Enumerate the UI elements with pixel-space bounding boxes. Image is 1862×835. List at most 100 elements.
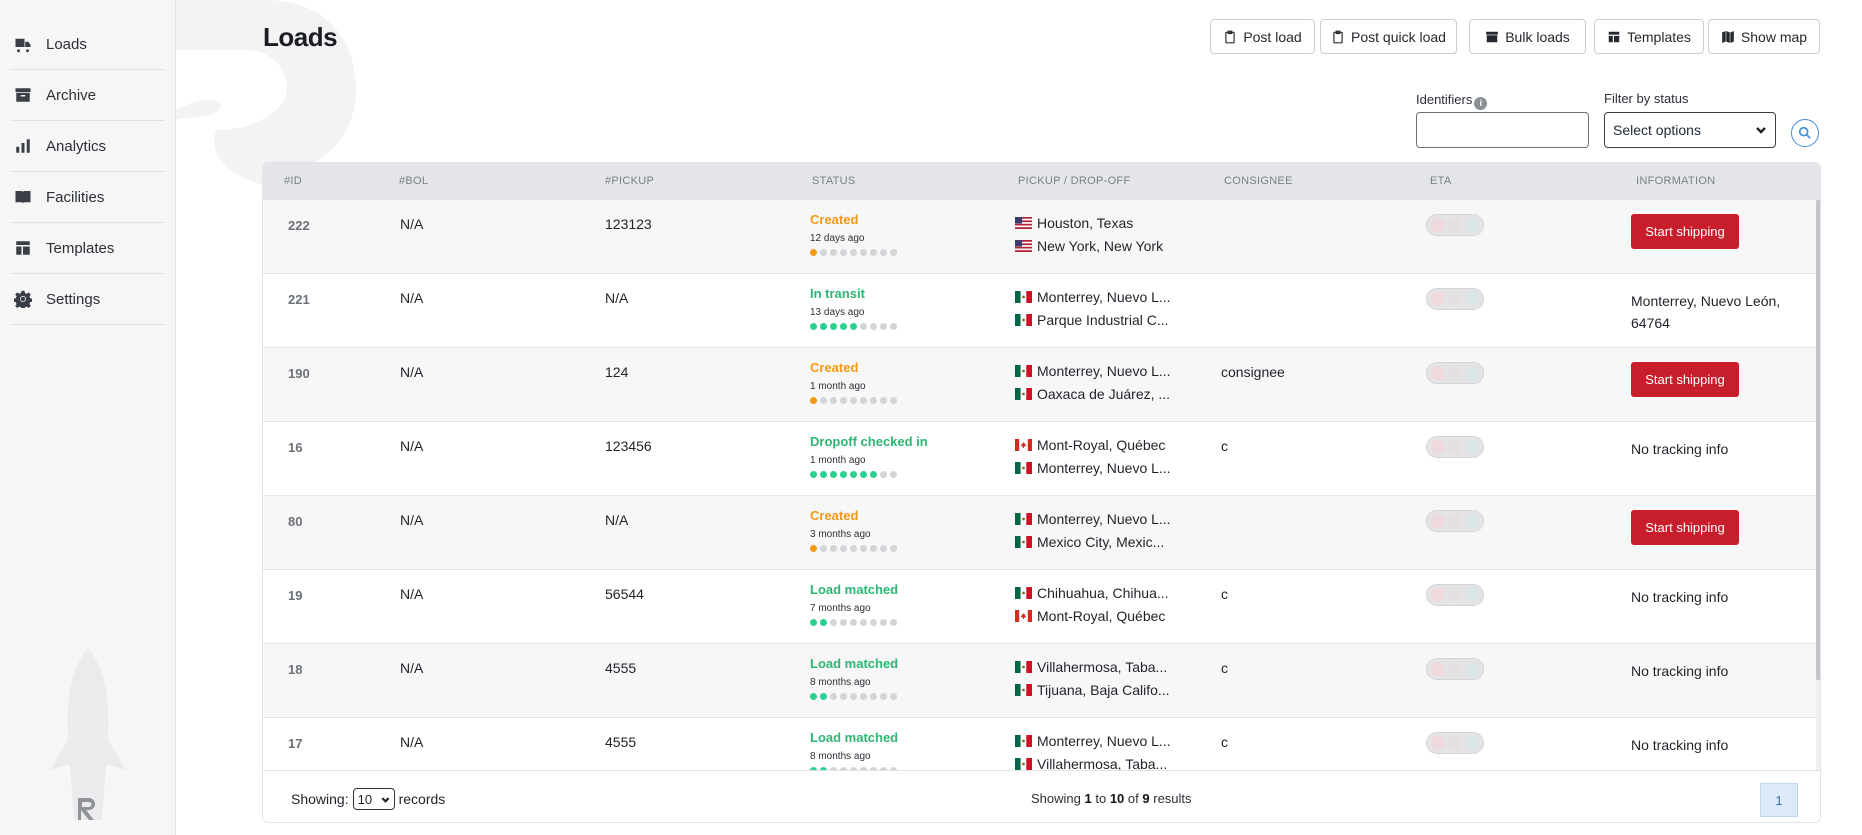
sidebar-item-label: Archive [46,86,97,104]
bol-value: N/A [400,290,424,306]
consignee-value: c [1221,438,1228,454]
progress-dot [850,767,857,770]
progress-dot [880,249,887,256]
sidebar-item-archive[interactable]: Archive [10,70,165,121]
column-header-id[interactable]: #ID [284,175,303,187]
scrollbar-thumb[interactable] [1816,200,1820,680]
table-row[interactable]: 16 N/A 123456 Dropoff checked in 1 month ago… [263,422,1816,496]
bulk-loads-button[interactable]: Bulk loads [1469,19,1586,54]
progress-dot [820,767,827,770]
load-id[interactable]: 221 [288,292,310,307]
bol-value: N/A [400,364,424,380]
eta-indicator [1426,288,1484,310]
table-row[interactable]: 19 N/A 56544 Load matched 7 months ago Chihua… [263,570,1816,644]
pickup-location: Houston, Texas [1015,215,1133,231]
status-filter-select[interactable]: Select options [1604,112,1776,148]
progress-dot [850,397,857,404]
progress-indicator [810,619,897,626]
show-map-button[interactable]: Show map [1708,19,1820,54]
table-row[interactable]: 222 N/A 123123 Created 12 days ago Houston, T… [263,200,1816,274]
progress-dot [830,693,837,700]
load-id[interactable]: 190 [288,366,310,381]
status-time: 7 months ago [810,603,871,614]
start-shipping-button[interactable]: Start shipping [1631,510,1739,545]
progress-dot [870,545,877,552]
table-row[interactable]: 190 N/A 124 Created 1 month ago Monterrey, Nu… [263,348,1816,422]
dropoff-location: Mexico City, Mexic... [1015,534,1164,550]
progress-dot [860,767,867,770]
pagination-page-1[interactable]: 1 [1760,783,1798,817]
sidebar-item-loads[interactable]: Loads [10,19,165,70]
sidebar-item-analytics[interactable]: Analytics [10,121,165,172]
page-size-select[interactable]: 10 [352,788,395,810]
progress-dot [810,545,817,552]
progress-dot [840,545,847,552]
mx-flag-icon [1015,536,1032,548]
progress-dot [820,545,827,552]
load-id[interactable]: 17 [288,736,303,751]
progress-dot [880,693,887,700]
sidebar-item-templates[interactable]: Templates [10,223,165,274]
identifiers-input[interactable] [1416,112,1589,148]
progress-dot [850,471,857,478]
progress-dot [820,323,827,330]
dropoff-location: Villahermosa, Taba... [1015,756,1167,770]
table-row[interactable]: 80 N/A N/A Created 3 months ago Monterrey, Nu… [263,496,1816,570]
progress-dot [860,619,867,626]
progress-indicator [810,545,897,552]
info-icon[interactable]: i [1474,97,1488,110]
status-label: Load matched [810,730,899,745]
dropoff-location: Monterrey, Nuevo L... [1015,460,1171,476]
pickup-number: 123456 [605,438,652,454]
column-header-information[interactable]: INFORMATION [1636,175,1716,187]
sidebar-item-label: Settings [46,290,101,308]
load-id[interactable]: 19 [288,588,303,603]
mx-flag-icon [1015,314,1032,326]
load-id[interactable]: 222 [288,218,310,233]
progress-dot [890,619,897,626]
status-filter-label: Filter by status [1604,91,1689,106]
progress-dot [880,767,887,770]
column-header-consignee[interactable]: CONSIGNEE [1224,175,1293,187]
progress-dot [830,471,837,478]
sidebar-item-settings[interactable]: Settings [10,274,165,325]
clipboard-icon [1225,30,1235,43]
column-header-pickup[interactable]: #PICKUP [605,175,655,187]
table-row[interactable]: 17 N/A 4555 Load matched 8 months ago Monterr… [263,718,1816,770]
dropoff-location: New York, New York [1015,238,1163,254]
post-quick-load-button[interactable]: Post quick load [1320,19,1457,54]
column-header-status[interactable]: STATUS [812,175,856,187]
mx-flag-icon [1015,365,1032,377]
load-id[interactable]: 16 [288,440,303,455]
bar-chart-icon [14,137,32,155]
eta-indicator [1426,584,1484,606]
progress-dot [840,693,847,700]
column-header-pickup-dropoff[interactable]: PICKUP / DROP-OFF [1018,175,1131,187]
eta-indicator [1426,510,1484,532]
bol-value: N/A [400,734,424,750]
start-shipping-button[interactable]: Start shipping [1631,214,1739,249]
sidebar-item-facilities[interactable]: Facilities [10,172,165,223]
start-shipping-button[interactable]: Start shipping [1631,362,1739,397]
table-scrollbar[interactable] [1816,200,1820,770]
sidebar: Loads Archive Analytics Facilities Templ… [0,0,176,835]
post-load-button[interactable]: Post load [1210,19,1315,54]
load-id[interactable]: 18 [288,662,303,677]
dropoff-location: Tijuana, Baja Califo... [1015,682,1170,698]
table-row[interactable]: 18 N/A 4555 Load matched 8 months ago Villahe… [263,644,1816,718]
progress-dot [890,249,897,256]
column-header-bol[interactable]: #BOL [399,175,429,187]
progress-dot [810,471,817,478]
mx-flag-icon [1015,388,1032,400]
progress-dot [870,323,877,330]
load-id[interactable]: 80 [288,514,303,529]
search-button[interactable] [1791,119,1819,147]
progress-dot [880,619,887,626]
progress-dot [810,693,817,700]
status-label: Created [810,508,859,523]
column-header-eta[interactable]: ETA [1430,175,1452,187]
mx-flag-icon [1015,513,1032,525]
table-row[interactable]: 221 N/A N/A In transit 13 days ago Monterrey,… [263,274,1816,348]
table-body: 222 N/A 123123 Created 12 days ago Houston, T… [263,200,1816,770]
templates-button[interactable]: Templates [1594,19,1704,54]
